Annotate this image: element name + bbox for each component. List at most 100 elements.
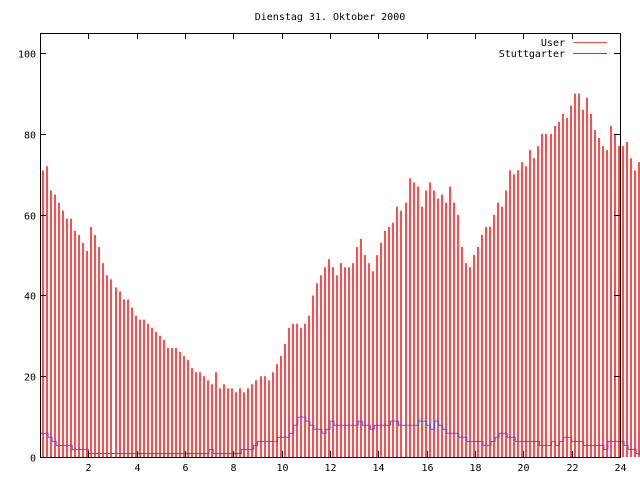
user-bar xyxy=(94,234,96,457)
user-bar xyxy=(304,323,306,457)
user-bar xyxy=(574,93,576,458)
user-bar xyxy=(292,323,294,457)
user-bar xyxy=(517,170,519,458)
user-bar xyxy=(219,388,221,457)
x-tick-label: 14 xyxy=(372,463,384,474)
user-bar xyxy=(421,206,423,457)
user-bar xyxy=(82,242,84,457)
user-bar xyxy=(582,109,584,457)
user-bar xyxy=(352,263,354,457)
user-bar xyxy=(179,352,181,457)
user-bar xyxy=(550,133,552,457)
user-bar xyxy=(465,263,467,457)
user-bar xyxy=(147,323,149,457)
y-tick-label: 20 xyxy=(24,373,36,384)
user-bar xyxy=(187,360,189,457)
user-bar xyxy=(594,129,596,457)
user-bar xyxy=(590,113,592,457)
user-bar xyxy=(558,121,560,457)
user-bar xyxy=(90,226,92,457)
user-bar xyxy=(344,267,346,457)
user-bar xyxy=(300,327,302,457)
user-bar xyxy=(62,210,64,457)
user-bar xyxy=(360,238,362,457)
user-bar xyxy=(215,372,217,457)
user-bar xyxy=(227,388,229,457)
x-axis: 2 4 6 8 10 12 14 16 18 20 22 24 xyxy=(85,33,627,474)
x-tick-label: 6 xyxy=(182,463,188,474)
user-bar xyxy=(272,372,274,457)
user-bar xyxy=(50,190,52,457)
user-bar xyxy=(54,194,56,457)
user-bar xyxy=(405,202,407,457)
user-bar xyxy=(328,259,330,457)
user-bar xyxy=(433,190,435,457)
user-bar xyxy=(74,230,76,457)
user-bar xyxy=(264,376,266,457)
user-bar xyxy=(324,267,326,457)
user-bar xyxy=(602,146,604,458)
user-bar xyxy=(340,263,342,457)
user-bar xyxy=(288,327,290,457)
user-bar xyxy=(453,202,455,457)
user-bar xyxy=(167,347,169,457)
user-bar xyxy=(554,125,556,457)
user-bar xyxy=(509,170,511,458)
user-bar xyxy=(235,392,237,457)
user-bar xyxy=(388,226,390,457)
user-bar xyxy=(312,295,314,457)
user-bar xyxy=(372,271,374,457)
user-bar xyxy=(429,182,431,457)
user-bar xyxy=(42,170,44,458)
user-bar xyxy=(400,210,402,457)
user-bar xyxy=(392,222,394,457)
user-bar xyxy=(110,279,112,457)
user-bar xyxy=(316,283,318,457)
user-bar xyxy=(223,384,225,457)
y-tick-label: 100 xyxy=(18,50,36,61)
y-axis: 0 20 40 60 80 100 xyxy=(18,50,620,465)
y-tick-label: 80 xyxy=(24,131,36,142)
user-bar xyxy=(610,125,612,457)
x-tick-label: 10 xyxy=(276,463,288,474)
x-tick-label: 8 xyxy=(230,463,236,474)
user-bar xyxy=(449,186,451,457)
user-bar xyxy=(566,117,568,458)
user-bar xyxy=(163,339,165,457)
user-bar xyxy=(46,166,48,457)
user-bar xyxy=(497,202,499,457)
user-bar xyxy=(86,251,88,457)
legend: User Stuttgarter xyxy=(499,38,607,60)
user-bar xyxy=(239,388,241,457)
user-bar xyxy=(183,356,185,457)
user-bar xyxy=(255,380,257,457)
user-bar xyxy=(284,343,286,457)
user-bar xyxy=(356,247,358,457)
user-bar xyxy=(525,166,527,457)
user-bar xyxy=(211,384,213,457)
legend-label-user: User xyxy=(541,38,565,49)
user-bar xyxy=(207,380,209,457)
user-bar xyxy=(376,255,378,457)
user-bar xyxy=(195,372,197,457)
user-bar xyxy=(280,356,282,457)
user-bar xyxy=(493,214,495,457)
user-bar xyxy=(469,267,471,457)
user-bar xyxy=(247,388,249,457)
x-tick-label: 4 xyxy=(134,463,140,474)
user-bar xyxy=(58,202,60,457)
user-bar xyxy=(586,97,588,457)
user-bar xyxy=(364,255,366,457)
user-bar xyxy=(626,142,628,457)
user-bar xyxy=(143,319,145,457)
user-bar xyxy=(139,319,141,457)
user-bar xyxy=(276,364,278,457)
user-bars xyxy=(42,93,640,458)
user-bar xyxy=(348,267,350,457)
user-bar xyxy=(127,299,129,457)
user-bar xyxy=(336,275,338,457)
x-tick-label: 20 xyxy=(517,463,529,474)
y-tick-label: 40 xyxy=(24,292,36,303)
user-bar xyxy=(529,150,531,457)
